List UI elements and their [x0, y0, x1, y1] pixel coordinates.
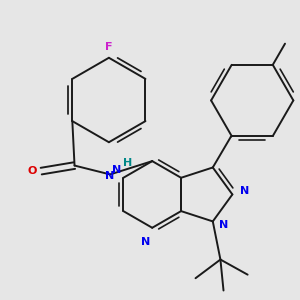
Text: N: N [240, 186, 249, 196]
Text: N: N [141, 237, 150, 247]
Text: N: N [220, 220, 229, 230]
Text: N: N [105, 171, 115, 181]
Text: H: H [123, 158, 133, 168]
Text: F: F [105, 42, 112, 52]
Text: N: N [112, 165, 122, 175]
Text: O: O [27, 166, 37, 176]
